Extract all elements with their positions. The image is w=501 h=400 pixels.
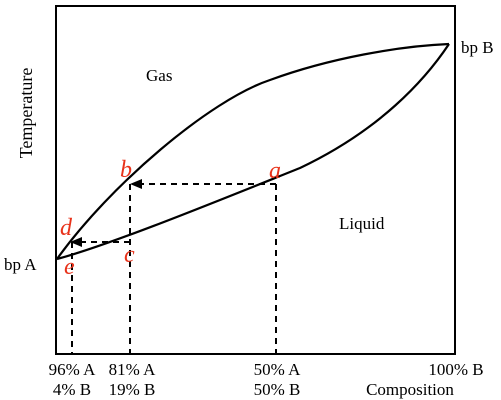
- tick-50-line2: 50% B: [254, 380, 301, 399]
- liquid-curve: [56, 43, 450, 261]
- x-axis-title: Composition: [366, 380, 454, 399]
- region-liquid-label: Liquid: [339, 214, 385, 233]
- arrow-to-d: [70, 237, 82, 247]
- tick-81-line2: 19% B: [109, 380, 156, 399]
- tick-50-line1: 50% A: [254, 360, 301, 379]
- arrow-to-b: [130, 179, 142, 189]
- point-a-label: a: [269, 158, 281, 184]
- vapor-curve: [56, 42, 450, 260]
- tick-100-line1: 100% B: [428, 360, 483, 379]
- region-gas-label: Gas: [146, 66, 172, 85]
- y-axis-title: Temperature: [16, 68, 36, 159]
- tick-96-line2: 4% B: [53, 380, 91, 399]
- plot-frame: [55, 5, 456, 355]
- bp-a-label: bp A: [4, 255, 37, 274]
- point-b-label: b: [120, 157, 132, 183]
- point-e-label: e: [64, 254, 75, 280]
- tick-96-line1: 96% A: [49, 360, 96, 379]
- bp-b-label: bp B: [461, 38, 494, 57]
- point-c-label: c: [124, 242, 135, 268]
- point-d-label: d: [60, 215, 73, 241]
- tick-81-line1: 81% A: [109, 360, 156, 379]
